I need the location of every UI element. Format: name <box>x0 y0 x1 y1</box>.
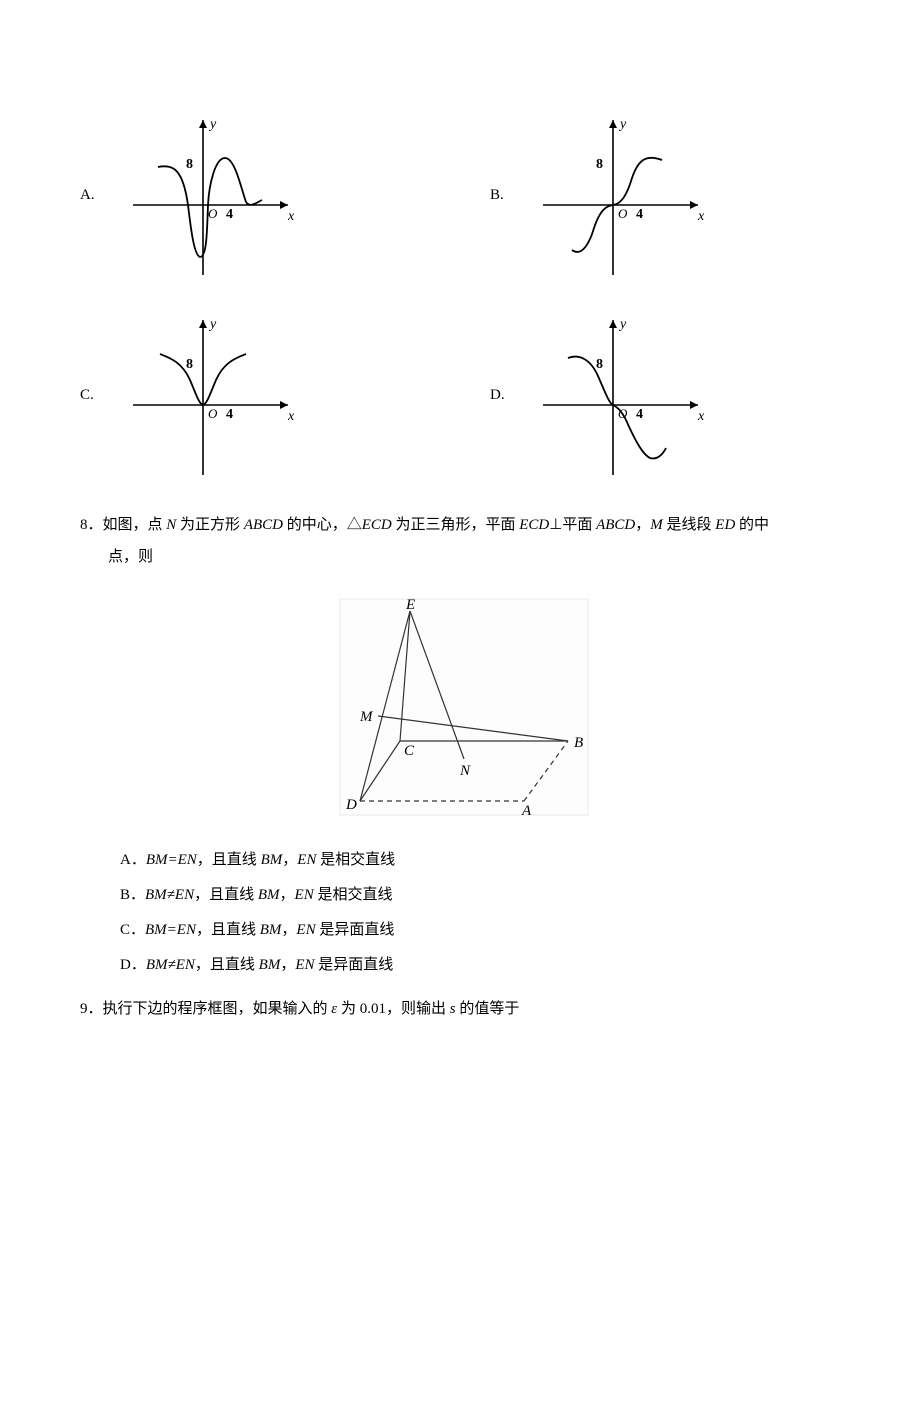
chart-b-svg: x y O 8 4 <box>538 110 708 280</box>
q8-stem: 8．如图，点 N 为正方形 ABCD 的中心，△ECD 为正三角形，平面 ECD… <box>80 510 840 573</box>
chart-option-b: B. x y O 8 4 <box>490 110 840 280</box>
svg-text:8: 8 <box>596 157 603 172</box>
svg-text:y: y <box>618 117 627 132</box>
q8-figure: E M C N B D A <box>300 591 620 826</box>
q8-option-c: C．BM=EN，且直线 BM，EN 是异面直线 <box>120 914 840 947</box>
q8-stem-line2: 点，则 <box>80 542 840 574</box>
svg-text:y: y <box>208 117 217 132</box>
svg-text:x: x <box>287 209 295 224</box>
chart-a-svg: x y O 8 4 <box>128 110 298 280</box>
chart-option-c: C. x y O 8 4 <box>80 310 430 480</box>
svg-text:x: x <box>697 409 705 424</box>
svg-text:y: y <box>208 317 217 332</box>
svg-text:8: 8 <box>186 157 193 172</box>
q8-number: 8． <box>80 517 103 533</box>
svg-text:y: y <box>618 317 627 332</box>
svg-text:A: A <box>521 803 532 819</box>
option-letter-b: B. <box>490 187 538 204</box>
svg-text:8: 8 <box>596 357 603 372</box>
chart-c-svg: x y O 8 4 <box>128 310 298 480</box>
svg-text:4: 4 <box>226 207 233 222</box>
chart-d-svg: x y O 8 4 <box>538 310 708 480</box>
svg-text:4: 4 <box>636 407 643 422</box>
svg-text:x: x <box>287 409 295 424</box>
svg-text:8: 8 <box>186 357 193 372</box>
svg-text:O: O <box>208 406 218 421</box>
chart-options-grid: A. x y O 8 4 B. x y <box>80 110 840 480</box>
option-letter-d: D. <box>490 387 538 404</box>
svg-text:O: O <box>208 206 218 221</box>
q8-options: A．BM=EN，且直线 BM，EN 是相交直线 B．BM≠EN，且直线 BM，E… <box>80 844 840 982</box>
q9-number: 9． <box>80 1001 103 1017</box>
option-letter-c: C. <box>80 387 128 404</box>
svg-text:B: B <box>574 735 583 751</box>
q8-option-a: A．BM=EN，且直线 BM，EN 是相交直线 <box>120 844 840 877</box>
svg-text:M: M <box>359 709 374 725</box>
q8-option-d: D．BM≠EN，且直线 BM，EN 是异面直线 <box>120 949 840 982</box>
option-letter-a: A. <box>80 187 128 204</box>
svg-text:O: O <box>618 206 628 221</box>
q8-option-b: B．BM≠EN，且直线 BM，EN 是相交直线 <box>120 879 840 912</box>
svg-text:4: 4 <box>636 207 643 222</box>
svg-text:C: C <box>404 743 415 759</box>
svg-text:E: E <box>405 597 415 613</box>
chart-option-d: D. x y O 8 4 <box>490 310 840 480</box>
svg-text:x: x <box>697 209 705 224</box>
question-8: 8．如图，点 N 为正方形 ABCD 的中心，△ECD 为正三角形，平面 ECD… <box>80 510 840 982</box>
page: A. x y O 8 4 B. x y <box>0 0 920 1426</box>
chart-option-a: A. x y O 8 4 <box>80 110 430 280</box>
svg-text:N: N <box>459 763 471 779</box>
question-9: 9．执行下边的程序框图，如果输入的 ε 为 0.01，则输出 s 的值等于 <box>80 994 840 1026</box>
svg-text:4: 4 <box>226 407 233 422</box>
svg-text:D: D <box>345 797 357 813</box>
